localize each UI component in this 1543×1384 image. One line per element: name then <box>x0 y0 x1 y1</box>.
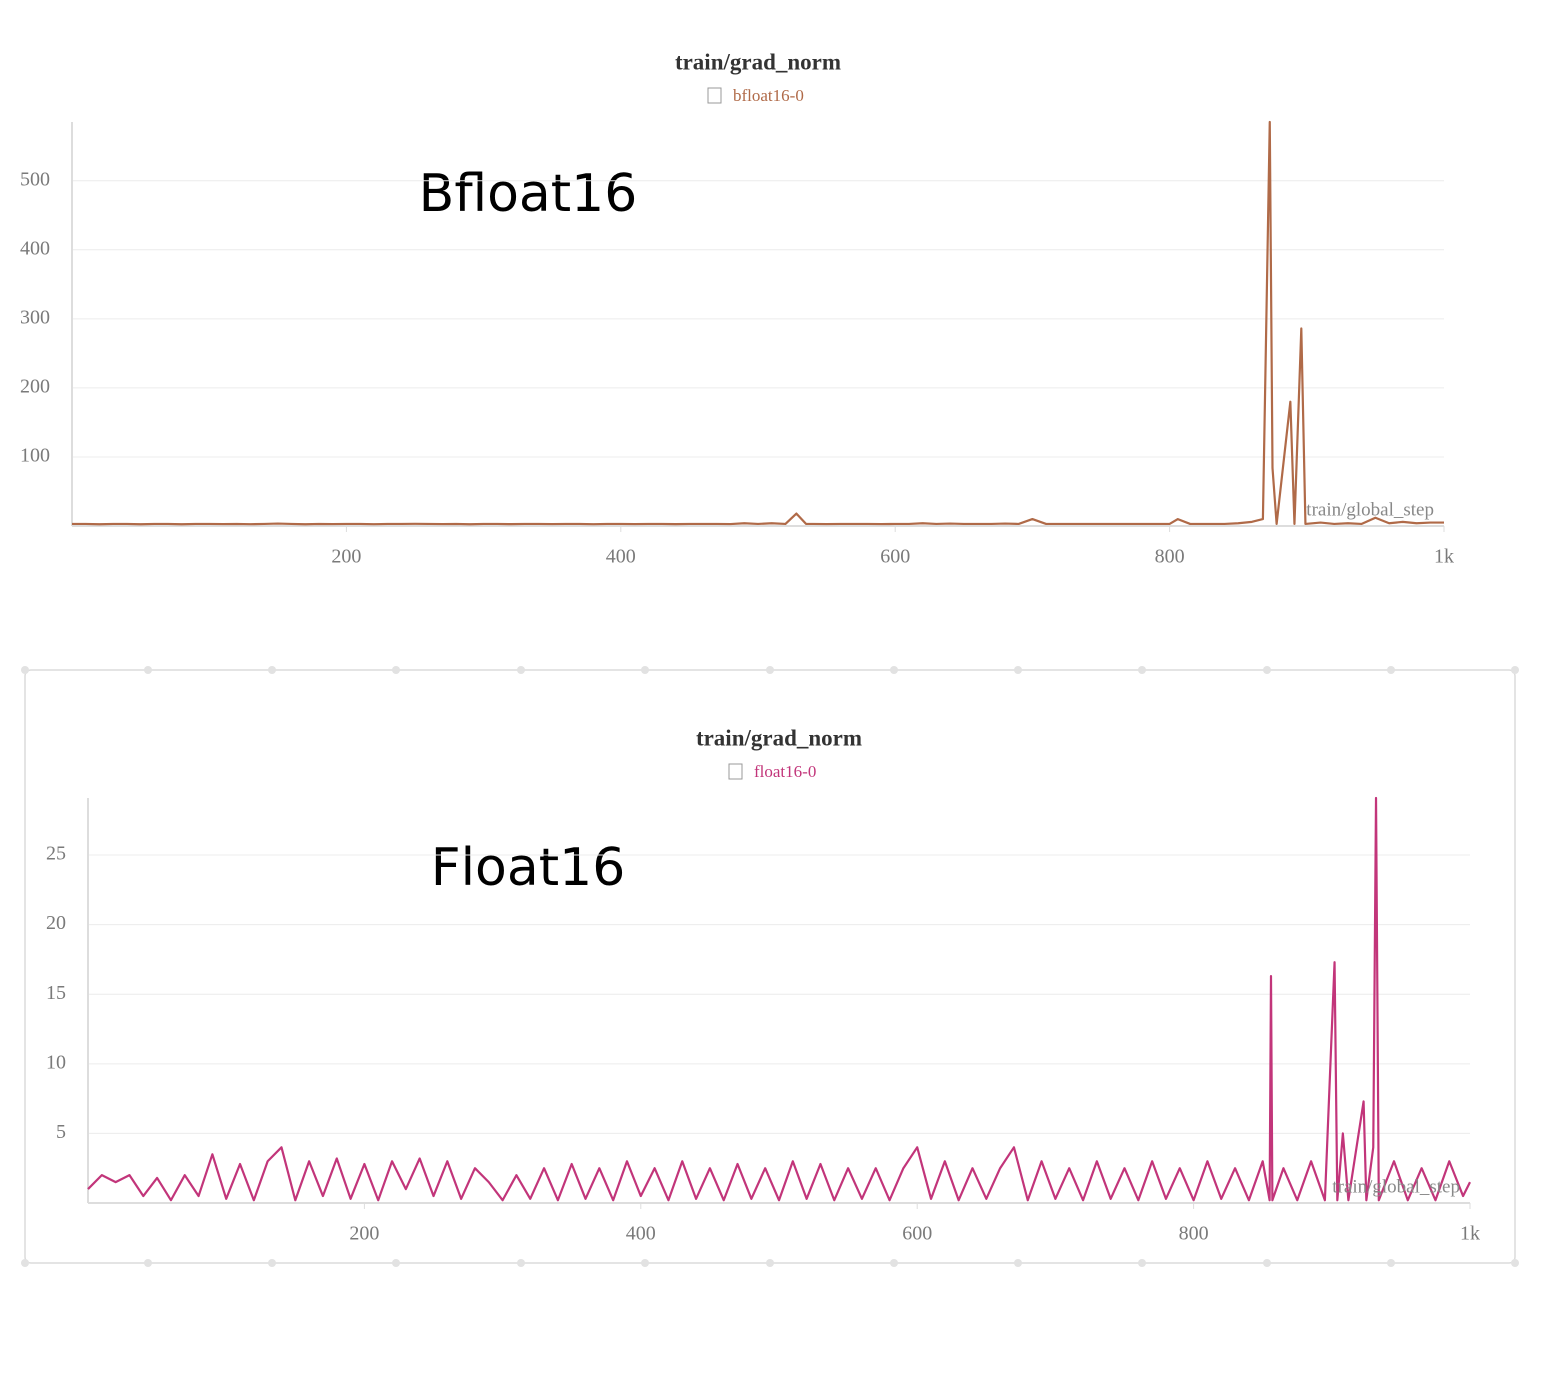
x-tick-label: 1k <box>1434 546 1454 568</box>
y-tick-label: 200 <box>20 375 50 397</box>
card-dot <box>1511 1259 1519 1267</box>
card-dot <box>890 666 898 674</box>
card-dot <box>1014 1259 1022 1267</box>
card-dot <box>517 666 525 674</box>
card-dot <box>766 666 774 674</box>
card-dot <box>1387 666 1395 674</box>
chart-title: train/grad_norm <box>696 725 862 750</box>
card-dot <box>21 666 29 674</box>
card-dot <box>1263 1259 1271 1267</box>
chart-title: train/grad_norm <box>675 49 841 74</box>
legend-entry: float16-0 <box>754 762 816 781</box>
x-tick-label: 1k <box>1460 1223 1480 1245</box>
card-dot <box>1138 1259 1146 1267</box>
y-tick-label: 10 <box>46 1051 66 1073</box>
card-dot <box>517 1259 525 1267</box>
legend-icon <box>707 87 722 104</box>
card-dot <box>1014 666 1022 674</box>
legend-entry: bfloat16-0 <box>733 86 804 105</box>
card-dot <box>268 666 276 674</box>
card-dot <box>144 666 152 674</box>
card-dot <box>268 1259 276 1267</box>
x-tick-label: 400 <box>606 546 636 568</box>
x-axis-label: train/global_step <box>1332 1176 1460 1197</box>
y-tick-label: 5 <box>56 1121 66 1143</box>
y-tick-label: 100 <box>20 445 50 467</box>
x-tick-label: 800 <box>1155 546 1185 568</box>
card-dot <box>641 666 649 674</box>
line <box>87 796 1471 1202</box>
card-dot <box>1263 666 1271 674</box>
card-dot <box>890 1259 898 1267</box>
card-dot <box>1511 666 1519 674</box>
x-tick-label: 600 <box>902 1223 932 1245</box>
x-tick-label: 600 <box>880 546 910 568</box>
y-tick-label: 300 <box>20 306 50 328</box>
card-dot <box>766 1259 774 1267</box>
card-dot <box>392 1259 400 1267</box>
card-dot <box>1387 1259 1395 1267</box>
card-dot <box>392 666 400 674</box>
annotation: Bfloat16 <box>419 164 638 224</box>
annotation: Float16 <box>431 838 626 898</box>
card-dot <box>144 1259 152 1267</box>
x-tick-label: 400 <box>626 1223 656 1245</box>
card-dot <box>21 1259 29 1267</box>
x-tick-label: 200 <box>349 1223 379 1245</box>
legend-icon <box>728 763 743 780</box>
y-tick-label: 25 <box>46 843 66 865</box>
card-dot <box>641 1259 649 1267</box>
card-dot <box>1138 666 1146 674</box>
x-tick-label: 200 <box>331 546 361 568</box>
y-tick-label: 400 <box>20 237 50 259</box>
y-tick-label: 20 <box>46 912 66 934</box>
x-axis-label: train/global_step <box>1306 499 1434 520</box>
x-tick-label: 800 <box>1179 1223 1209 1245</box>
line <box>72 120 1444 526</box>
y-tick-label: 500 <box>20 168 50 190</box>
card <box>24 669 1516 1264</box>
y-tick-label: 15 <box>46 982 66 1004</box>
